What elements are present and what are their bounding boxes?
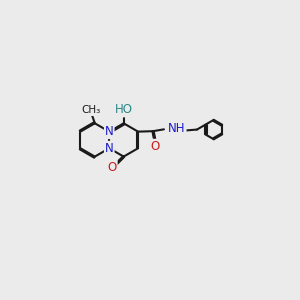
Text: O: O (107, 161, 117, 174)
Text: N: N (105, 125, 114, 138)
Text: CH₃: CH₃ (81, 105, 100, 115)
Text: O: O (151, 140, 160, 153)
Text: HO: HO (115, 103, 133, 116)
Text: N: N (105, 142, 114, 155)
Text: NH: NH (168, 122, 186, 135)
